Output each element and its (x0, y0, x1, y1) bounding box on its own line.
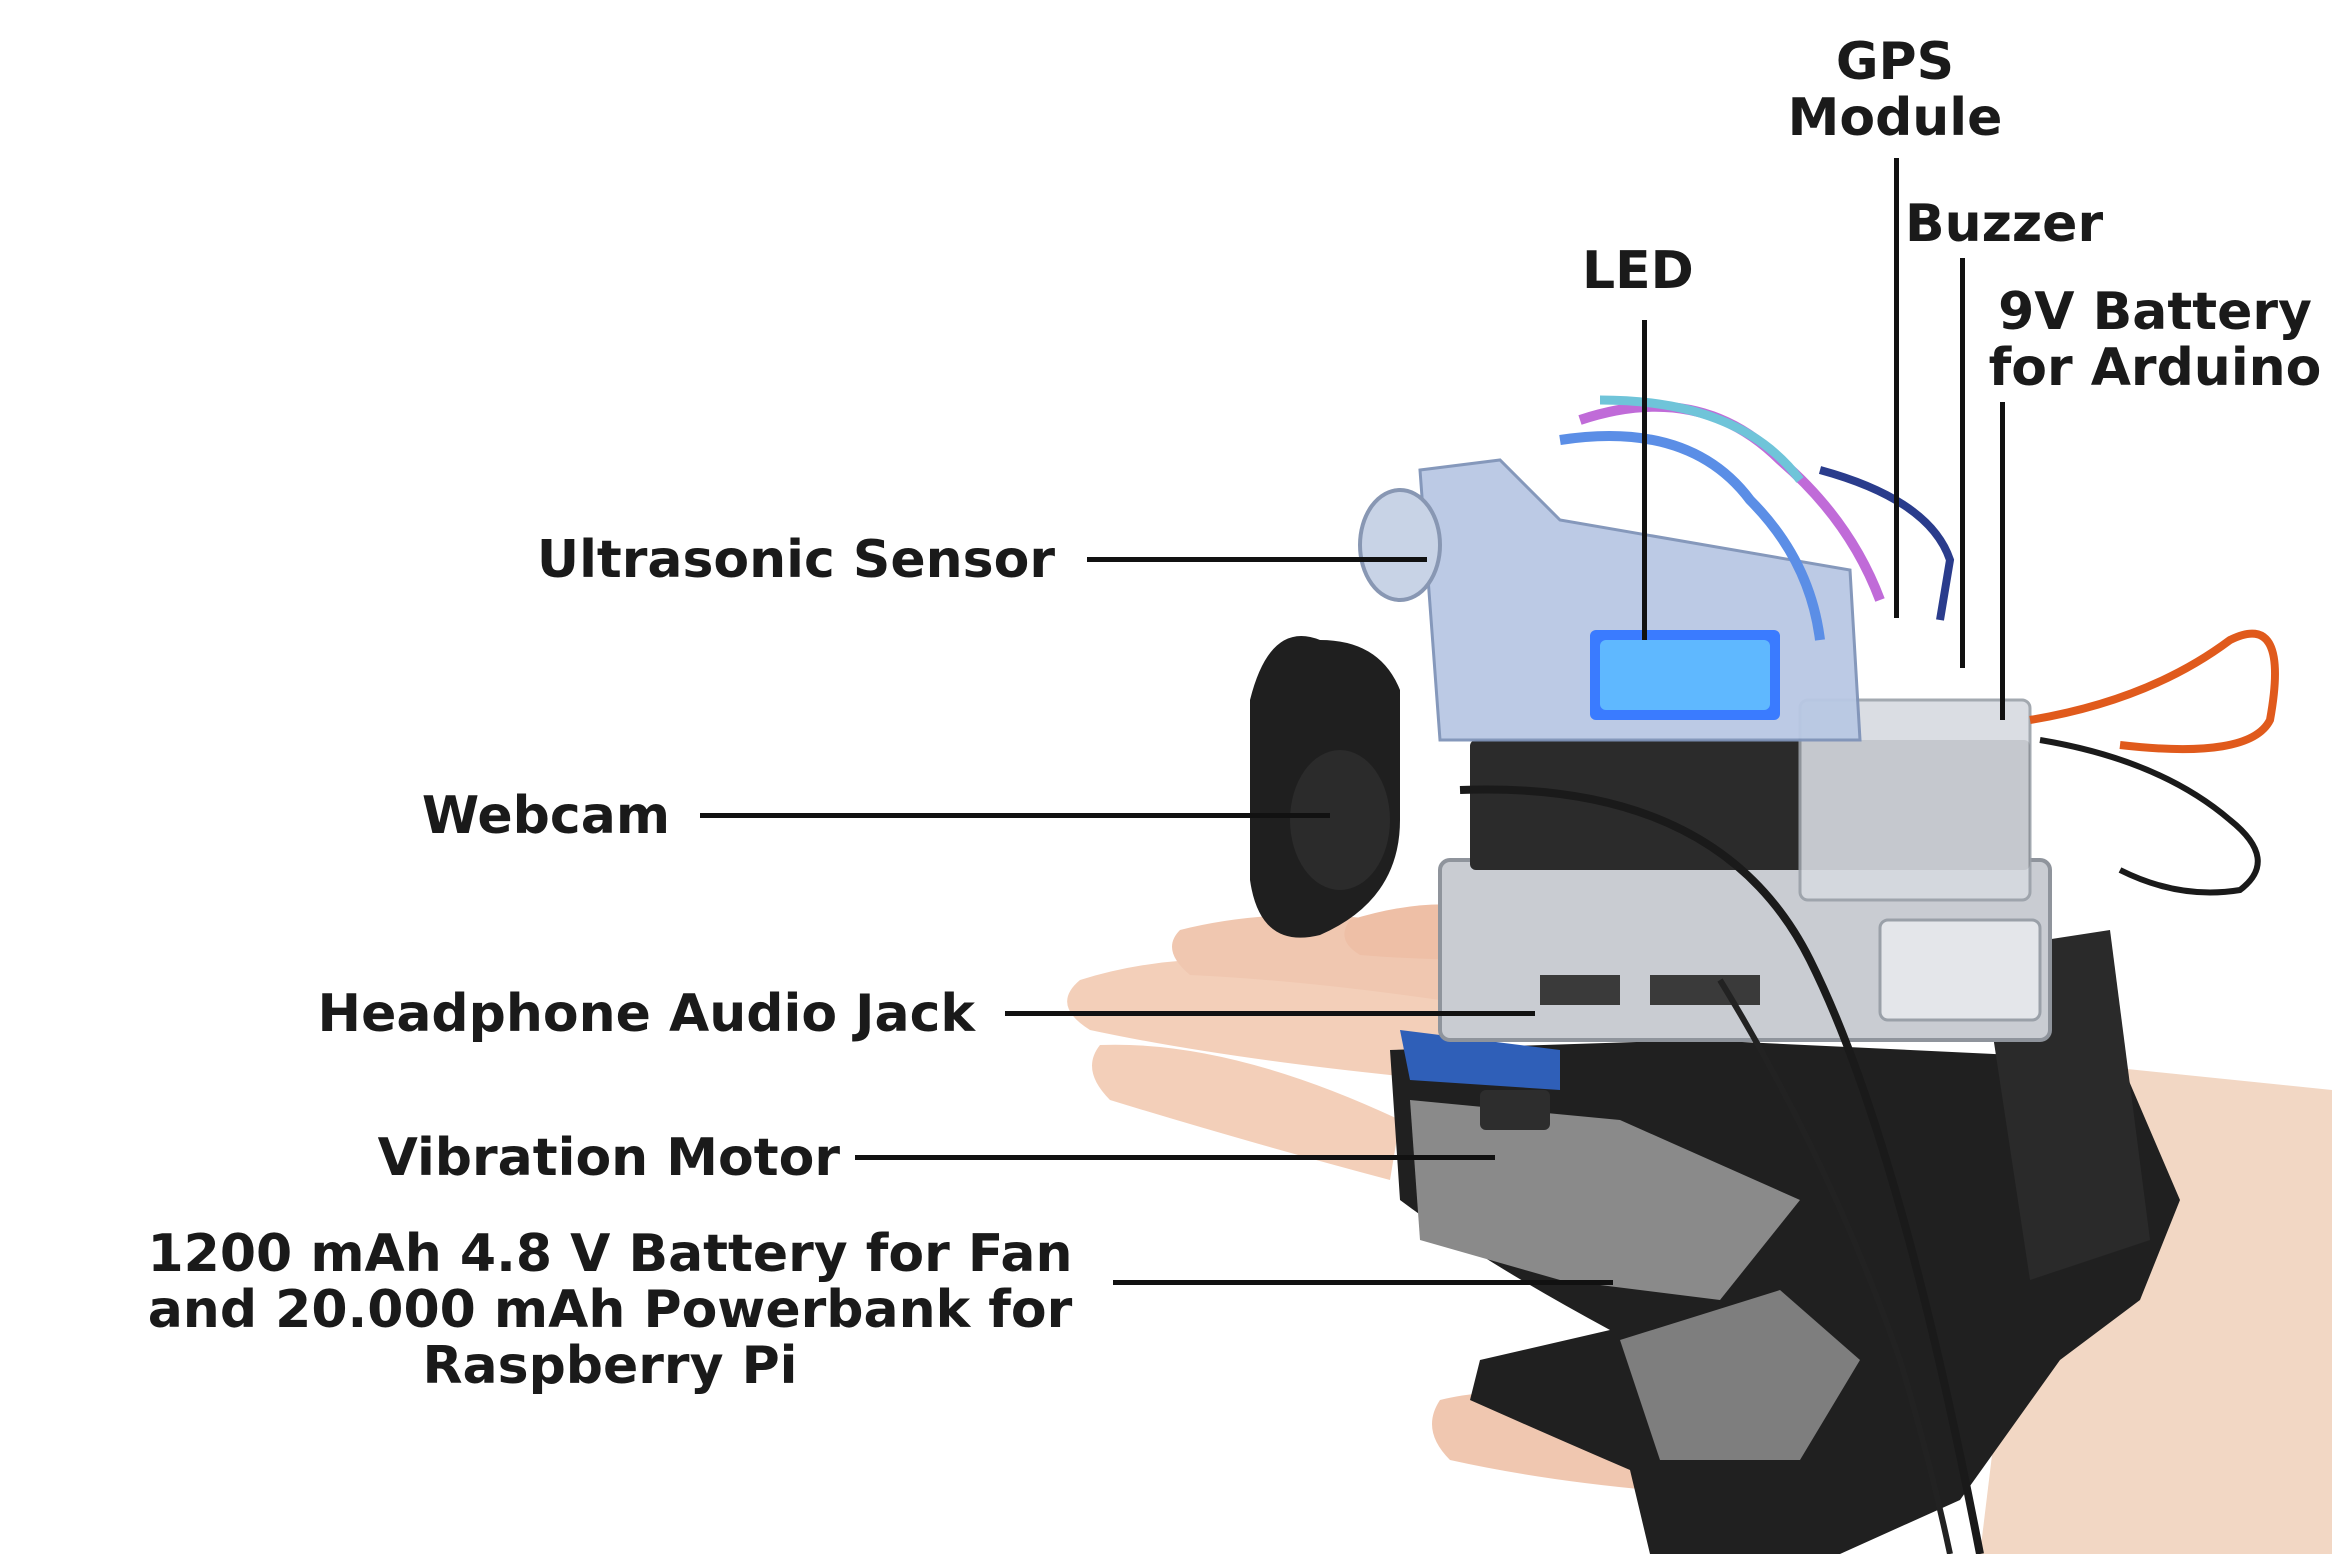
label-vibration-motor: Vibration Motor (300, 1130, 840, 1186)
cable-long-2 (1717, 978, 1953, 1554)
led-glow (1600, 640, 1770, 710)
pi-port-2 (1650, 975, 1760, 1005)
leader-vibration (855, 1155, 1495, 1160)
label-gps-line2: Module (1787, 88, 2003, 148)
label-led: LED (1582, 243, 1694, 299)
leader-webcam (700, 813, 1330, 818)
label-ultrasonic-text: Ultrasonic Sensor (536, 530, 1055, 590)
label-gps-line1: GPS (1835, 32, 1955, 92)
label-gps-module: GPS Module (1780, 34, 2010, 146)
finger-ring (1092, 1044, 1400, 1180)
ultrasonic-transducer (1358, 488, 1442, 602)
wire-cyan (1599, 395, 1804, 483)
label-vibration-text: Vibration Motor (377, 1128, 840, 1188)
glove-thumb-gray (1620, 1290, 1860, 1460)
leader-led (1642, 320, 1647, 640)
label-9v-battery: 9V Battery for Arduino (1985, 284, 2325, 396)
label-9v-line1: 9V Battery (1998, 282, 2312, 342)
glove-blue-trim (1400, 1030, 1560, 1090)
wire-blue (1559, 431, 1825, 641)
leader-buzzer (1960, 258, 1965, 668)
finger-index (1067, 959, 1440, 1080)
pi-port-1 (1540, 975, 1620, 1005)
webcam-lens (1290, 750, 1390, 890)
leader-9v-battery (2000, 402, 2005, 720)
label-headphone-audio-jack: Headphone Audio Jack (230, 986, 975, 1042)
label-battery-fan-line2: and 20.000 mAh Powerbank for (147, 1280, 1073, 1340)
wire-orange-battery (2029, 629, 2279, 754)
label-buzzer: Buzzer (1905, 196, 2103, 252)
label-battery-fan-line1: 1200 mAh 4.8 V Battery for Fan (147, 1224, 1073, 1284)
arduino-clear-case (1798, 698, 2032, 902)
label-led-text: LED (1582, 241, 1694, 301)
label-battery-fan-powerbank: 1200 mAh 4.8 V Battery for Fan and 20.00… (130, 1226, 1090, 1394)
wire-black-battery (2039, 737, 2261, 896)
leader-gps (1894, 158, 1899, 618)
wire-navy (1818, 466, 1955, 621)
leader-audio-jack (1005, 1011, 1535, 1016)
glove-gray-panel (1410, 1100, 1800, 1300)
label-audio-jack-text: Headphone Audio Jack (317, 984, 975, 1044)
label-ultrasonic-sensor: Ultrasonic Sensor (500, 532, 1055, 588)
cable-long-1 (1459, 785, 1984, 1554)
label-9v-line2: for Arduino (1988, 338, 2322, 398)
leader-ultrasonic (1087, 557, 1427, 562)
leader-battery-fan (1113, 1280, 1613, 1285)
vibration-motor (1480, 1090, 1550, 1130)
label-battery-fan-line3: Raspberry Pi (422, 1336, 798, 1396)
powerbank-end (1878, 918, 2042, 1022)
label-webcam-text: Webcam (421, 786, 670, 846)
label-webcam: Webcam (380, 788, 670, 844)
label-buzzer-text: Buzzer (1905, 194, 2104, 254)
